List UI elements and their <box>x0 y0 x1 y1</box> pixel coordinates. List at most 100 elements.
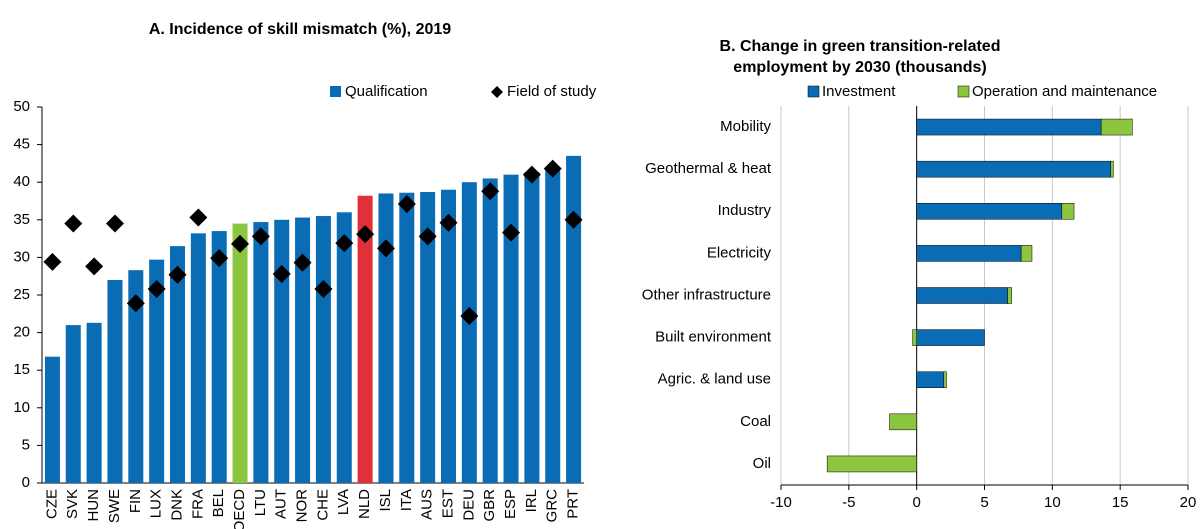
y-tick-label: Coal <box>740 413 771 430</box>
y-tick-label: 50 <box>13 98 30 115</box>
bar <box>524 172 540 483</box>
point <box>502 223 521 242</box>
y-tick-label: 15 <box>13 361 30 378</box>
bar <box>1020 245 1033 262</box>
x-tick-label: FIN <box>127 489 144 513</box>
legend-swatch <box>957 85 970 98</box>
point <box>168 265 187 284</box>
bar <box>440 189 457 483</box>
x-tick-label: 0 <box>912 494 920 511</box>
bar <box>190 233 206 483</box>
bar <box>916 287 1008 304</box>
legend-label: Field of study <box>507 83 597 100</box>
bar <box>169 246 186 483</box>
y-tick-label: Industry <box>718 202 772 219</box>
x-tick-label: SWE <box>106 489 123 523</box>
x-tick-label: -10 <box>770 494 792 511</box>
y-tick-label: Geothermal & heat <box>645 160 772 177</box>
point <box>314 279 333 298</box>
bar <box>916 329 985 346</box>
bar <box>378 193 394 484</box>
bar <box>357 195 373 483</box>
y-tick-label: 10 <box>13 399 30 416</box>
bar <box>253 222 269 483</box>
bar <box>149 259 165 483</box>
bar <box>274 219 290 484</box>
x-tick-label: ISL <box>377 489 394 512</box>
x-tick-label: 20 <box>1180 494 1197 511</box>
y-tick-label: 35 <box>13 211 30 228</box>
point <box>439 213 458 232</box>
legend-marker <box>491 86 503 98</box>
bar <box>211 231 227 483</box>
bar <box>1061 203 1075 220</box>
point <box>251 227 270 246</box>
x-tick-label: DNK <box>168 489 185 521</box>
bar <box>461 182 477 483</box>
x-tick-label: DEU <box>460 489 477 521</box>
point <box>85 257 104 276</box>
bar <box>1110 160 1114 178</box>
x-tick-label: 15 <box>1112 494 1129 511</box>
chart-title: A. Incidence of skill mismatch (%), 2019 <box>149 21 451 38</box>
point <box>335 234 354 253</box>
x-tick-label: LUX <box>148 489 165 518</box>
point <box>397 195 416 214</box>
bar <box>399 192 415 483</box>
x-tick-label: CHE <box>314 489 331 521</box>
bar <box>315 216 331 484</box>
x-tick-label: ITA <box>398 489 415 511</box>
x-tick-label: AUT <box>273 489 290 519</box>
y-tick-label: 0 <box>22 474 30 491</box>
x-tick-label: NOR <box>294 489 311 523</box>
bar <box>65 325 81 483</box>
x-tick-label: IRL <box>523 489 540 512</box>
point <box>105 214 124 233</box>
point <box>418 227 437 246</box>
bar <box>916 160 1111 178</box>
chart-title: B. Change in green transition-related <box>720 38 1001 55</box>
x-tick-label: GBR <box>481 489 498 522</box>
x-tick-label: LTU <box>252 489 269 516</box>
x-tick-label: EST <box>439 489 456 518</box>
point <box>564 210 583 229</box>
bar <box>943 371 947 388</box>
bar <box>295 217 311 483</box>
point <box>210 249 229 268</box>
x-tick-label: OECD <box>231 489 248 529</box>
y-tick-label: Mobility <box>720 118 771 135</box>
y-tick-label: 20 <box>13 324 30 341</box>
point <box>231 234 250 253</box>
bar <box>566 155 582 483</box>
bar <box>86 322 102 483</box>
bar <box>1100 118 1133 136</box>
bar <box>916 371 945 388</box>
bar <box>912 329 917 346</box>
bar <box>336 212 352 483</box>
x-tick-label: PRT <box>565 489 582 519</box>
y-tick-label: Other infrastructure <box>642 286 771 303</box>
legend-label: Investment <box>822 83 896 100</box>
point <box>522 165 541 184</box>
bar <box>916 245 1022 262</box>
y-tick-label: 25 <box>13 286 30 303</box>
legend-swatch <box>807 85 820 98</box>
point <box>189 208 208 227</box>
x-tick-label: ESP <box>502 489 519 519</box>
bar <box>826 455 917 473</box>
y-tick-label: 40 <box>13 173 30 190</box>
y-tick-label: Built environment <box>655 329 772 346</box>
y-tick-label: Electricity <box>707 244 772 261</box>
x-tick-label: HUN <box>85 489 102 522</box>
y-tick-label: 30 <box>13 248 30 265</box>
point <box>293 253 312 272</box>
bar <box>503 174 519 483</box>
point <box>481 182 500 201</box>
chart-title: employment by 2030 (thousands) <box>733 59 986 76</box>
x-tick-label: LVA <box>335 489 352 515</box>
x-tick-label: 10 <box>1044 494 1061 511</box>
x-tick-label: CZE <box>43 489 60 519</box>
bar <box>420 191 436 483</box>
